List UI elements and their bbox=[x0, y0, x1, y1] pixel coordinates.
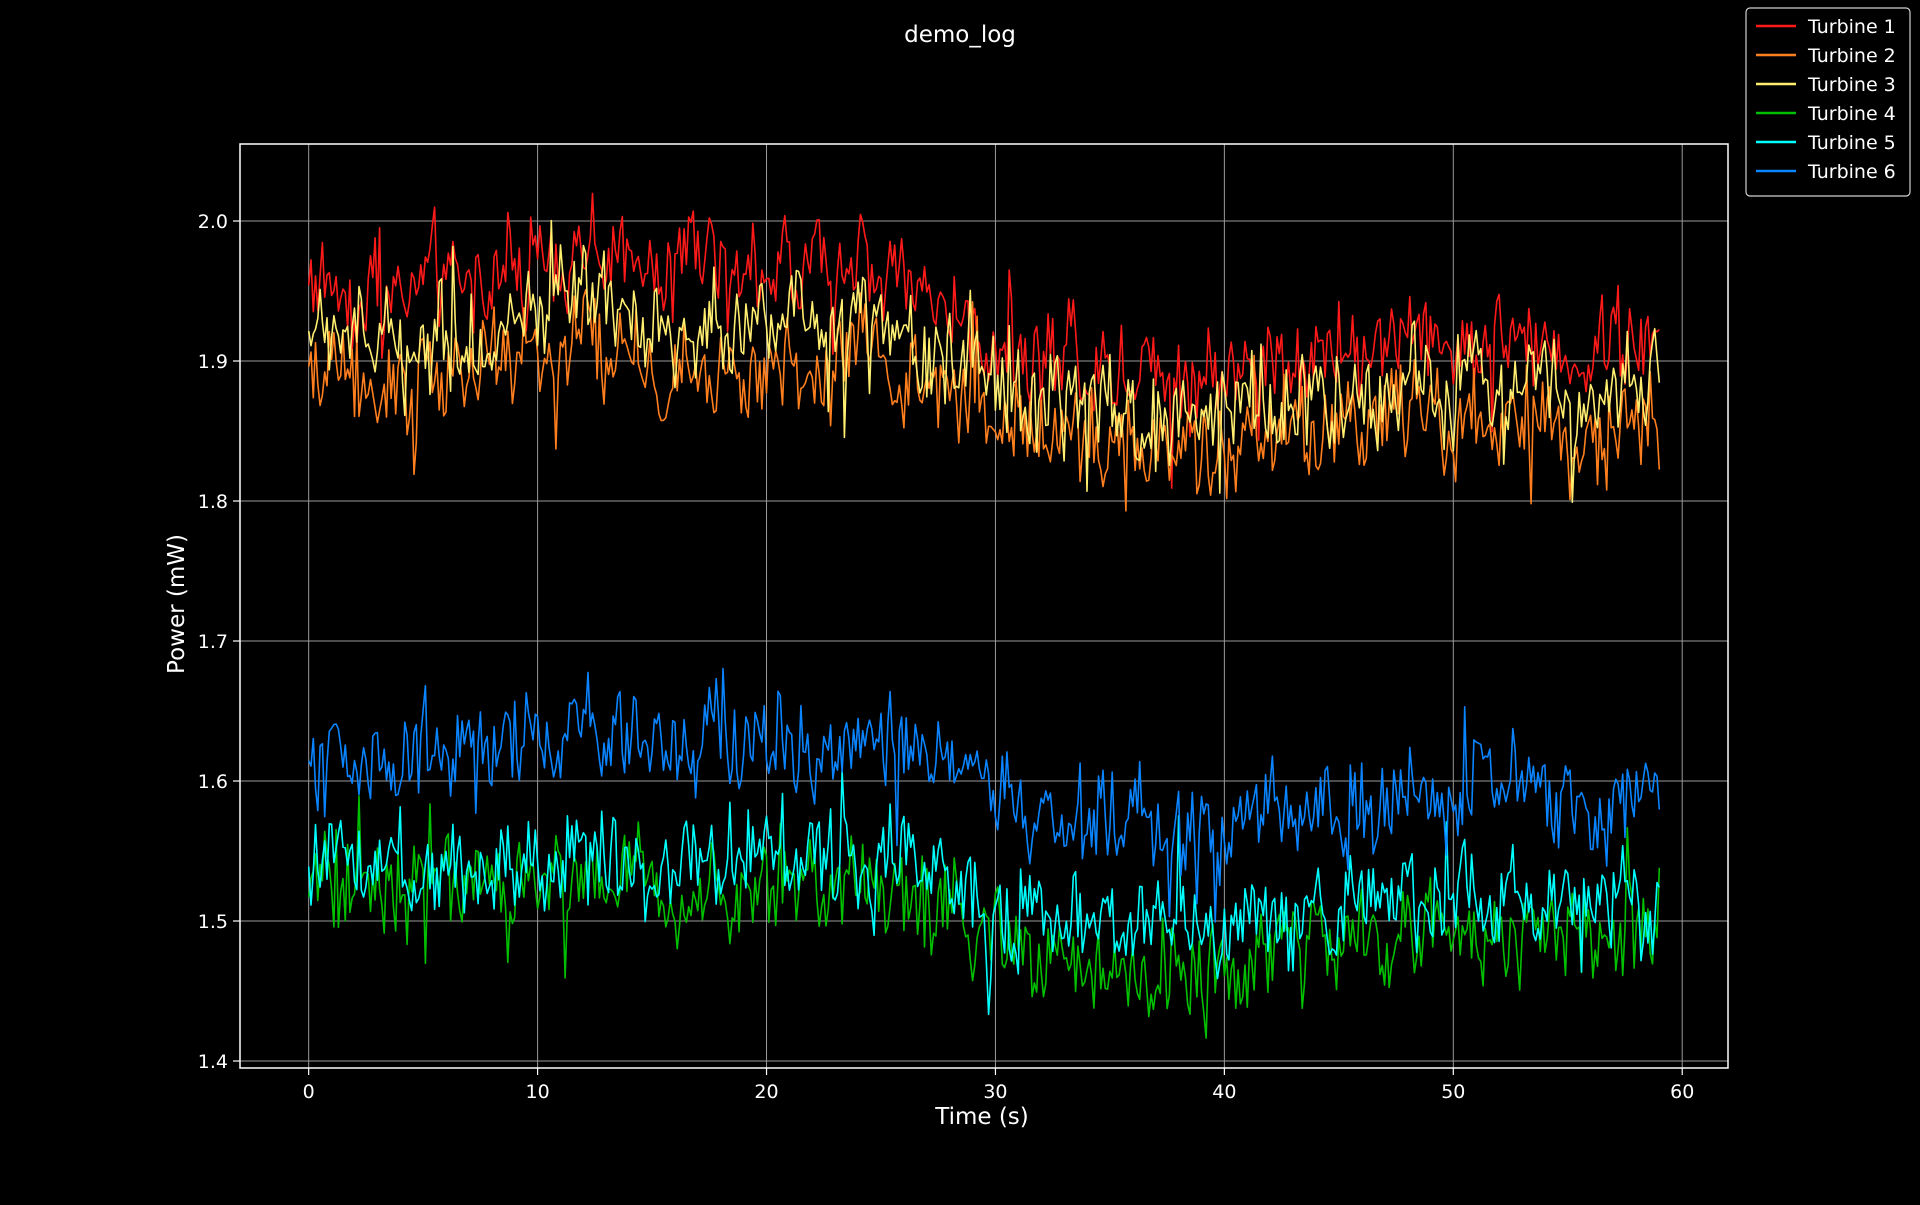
y-tick-label: 1.6 bbox=[198, 771, 228, 793]
x-tick-label: 30 bbox=[983, 1081, 1007, 1103]
legend: Turbine 1 Turbine 2 Turbine 3 Turbine 4 Turb… bbox=[1745, 7, 1911, 197]
x-tick-label: 0 bbox=[303, 1081, 315, 1103]
chart-title: demo_log bbox=[904, 22, 1016, 48]
y-tick-label: 1.5 bbox=[198, 911, 228, 933]
x-axis-label: Time (s) bbox=[934, 1104, 1029, 1130]
legend-label: Turbine 3 bbox=[1807, 74, 1896, 96]
y-tick-label: 2.0 bbox=[198, 211, 228, 233]
y-tick-label: 1.9 bbox=[198, 351, 228, 373]
legend-label: Turbine 4 bbox=[1807, 103, 1896, 125]
x-tick-label: 40 bbox=[1212, 1081, 1236, 1103]
x-tick-label: 50 bbox=[1441, 1081, 1465, 1103]
x-tick-label: 60 bbox=[1670, 1081, 1694, 1103]
series-line-6 bbox=[307, 667, 1661, 923]
series-line-3 bbox=[307, 219, 1661, 503]
y-tick-label: 1.4 bbox=[198, 1051, 228, 1073]
y-tick-label: 1.8 bbox=[198, 491, 228, 513]
legend-label: Turbine 6 bbox=[1807, 161, 1896, 183]
series-line-4 bbox=[307, 795, 1661, 1039]
y-axis-label: Power (mW) bbox=[164, 534, 190, 674]
legend-label: Turbine 2 bbox=[1807, 45, 1896, 67]
series-line-5 bbox=[307, 770, 1661, 1016]
series-layer bbox=[307, 192, 1661, 1039]
legend-label: Turbine 5 bbox=[1807, 132, 1896, 154]
grid bbox=[240, 144, 1728, 1068]
x-tick-label: 10 bbox=[526, 1081, 550, 1103]
plot-frame bbox=[239, 143, 1729, 1069]
series-line-2 bbox=[307, 289, 1661, 512]
y-tick-label: 1.7 bbox=[198, 631, 228, 653]
x-tick-label: 20 bbox=[754, 1081, 778, 1103]
axis-ticks: 0 10 20 30 40 50 60 1.4 1.5 1.6 1.7 1.8 1.9 2.0 bbox=[198, 211, 1695, 1103]
legend-label: Turbine 1 bbox=[1807, 16, 1896, 38]
